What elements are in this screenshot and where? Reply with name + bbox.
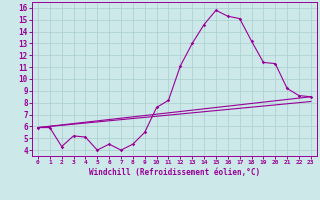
X-axis label: Windchill (Refroidissement éolien,°C): Windchill (Refroidissement éolien,°C) bbox=[89, 168, 260, 177]
